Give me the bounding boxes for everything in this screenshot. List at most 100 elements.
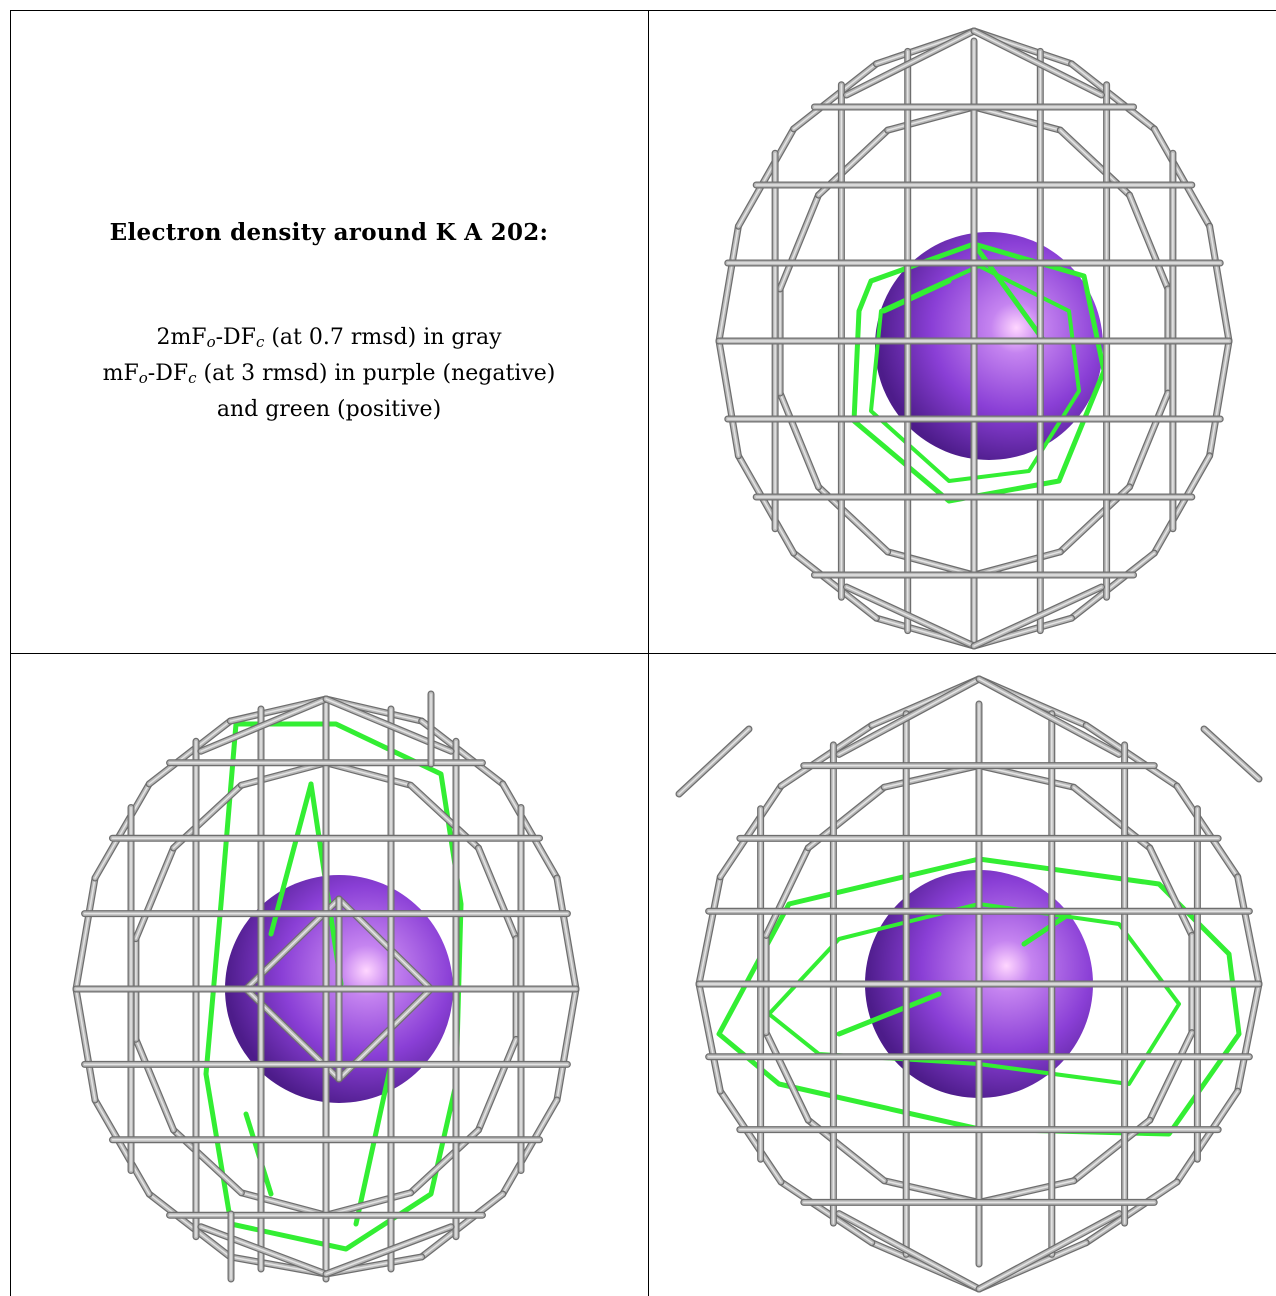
mesh-rod	[678, 728, 750, 795]
mesh-rod	[148, 1193, 232, 1258]
mesh-rod	[1176, 785, 1239, 878]
density-panel-side	[11, 654, 648, 1296]
mesh-rod	[477, 847, 517, 940]
mesh-rod	[502, 1099, 558, 1195]
legend-subscript: c	[255, 333, 265, 351]
mesh-rod	[973, 586, 1103, 647]
mesh-rod	[838, 1212, 980, 1290]
mesh-rod	[1236, 983, 1260, 1092]
mesh-rod	[845, 586, 975, 647]
mesh-rod	[200, 1226, 327, 1275]
mesh-rod	[240, 762, 327, 786]
caption-cell: Electron density around K A 202: 2mFo-DF…	[10, 10, 648, 653]
mesh-rod	[737, 128, 795, 227]
positive-density-contour	[1021, 911, 1072, 947]
legend-subscript: o	[138, 369, 148, 387]
table-border-middle	[10, 653, 1276, 654]
legend-subscript: c	[188, 369, 197, 387]
mesh-rod	[1149, 1031, 1193, 1121]
mesh-rod	[477, 1038, 517, 1131]
mesh-rod	[719, 785, 782, 878]
positive-density-contour	[203, 721, 464, 1252]
mesh-rod	[765, 1031, 809, 1121]
mesh-rod	[1208, 340, 1230, 457]
positive-density-contour	[268, 781, 314, 937]
mesh-rod	[1236, 876, 1260, 985]
legend-text: (at 0.7 rmsd) in gray	[264, 325, 502, 350]
mesh-rod	[75, 877, 96, 990]
mesh-rod	[737, 455, 795, 554]
mesh-rod	[1128, 194, 1169, 290]
mesh-rod	[973, 106, 1062, 131]
mesh-rod	[792, 63, 878, 130]
mesh-rod	[325, 1192, 412, 1216]
mesh-rod	[719, 1090, 782, 1183]
mesh-rod	[792, 552, 878, 619]
mesh-rod	[765, 847, 809, 937]
mesh-rod	[780, 1181, 873, 1244]
positive-density-contour	[353, 1061, 394, 1227]
mesh-rod	[718, 225, 740, 342]
density-render-front	[715, 27, 1233, 650]
mesh-rod	[135, 1038, 175, 1131]
mesh-rod	[1085, 1181, 1178, 1244]
mesh-rod	[779, 194, 820, 290]
mesh-rod	[883, 764, 980, 788]
legend-text: -DF	[147, 361, 189, 386]
mesh-rod	[718, 340, 740, 457]
mesh-rod	[240, 1192, 327, 1216]
mesh-rod	[420, 1193, 504, 1258]
mesh-rod	[1070, 552, 1156, 619]
mesh-rod	[886, 106, 975, 131]
mesh-rod	[556, 877, 577, 990]
mesh-rod	[698, 983, 722, 1092]
figure-table: Electron density around K A 202: 2mFo-DF…	[10, 10, 1276, 1296]
mesh-rod	[973, 30, 1103, 96]
legend-text: 2mF	[156, 325, 207, 350]
positive-density-contour	[881, 278, 952, 314]
density-render-top	[675, 675, 1263, 1293]
mesh-rod	[886, 551, 975, 576]
mesh-rod	[556, 988, 577, 1101]
mesh-rod	[779, 392, 820, 488]
mesh-rod	[94, 783, 150, 879]
mesh-rod	[1149, 847, 1193, 937]
figure-legend: 2mFo-DFc (at 0.7 rmsd) in gray mFo-DFc (…	[10, 322, 648, 425]
positive-density-contour	[836, 991, 942, 1037]
mesh-rod	[1085, 724, 1178, 787]
mesh-rod	[325, 762, 412, 786]
mesh-rod	[978, 1180, 1075, 1204]
mesh-rod	[1208, 225, 1230, 342]
mesh-rod	[845, 30, 975, 96]
mesh-rod	[325, 1226, 452, 1275]
table-border-left	[10, 10, 11, 1296]
mesh-rod	[978, 764, 1075, 788]
table-border-center	[648, 10, 649, 1296]
density-panel-top	[649, 654, 1276, 1296]
mesh-rod	[1153, 455, 1211, 554]
table-border-top	[10, 10, 1276, 11]
mesh-rod	[200, 698, 327, 752]
mesh-rod	[420, 720, 504, 785]
density-panel-front	[649, 11, 1276, 653]
legend-line-1: 2mFo-DFc (at 0.7 rmsd) in gray	[10, 322, 648, 358]
mesh-rod	[978, 1212, 1120, 1290]
mesh-rod	[1128, 392, 1169, 488]
mesh-rod	[698, 876, 722, 985]
density-render-side	[72, 690, 580, 1283]
mesh-rod	[1070, 63, 1156, 130]
mesh-rod	[978, 678, 1120, 756]
legend-subscript: o	[206, 333, 216, 351]
mesh-rod	[780, 724, 873, 787]
mesh-rod	[502, 783, 558, 879]
mesh-rod	[973, 551, 1062, 576]
legend-text: -DF	[215, 325, 256, 350]
mesh-rod	[883, 1180, 980, 1204]
mesh-rod	[1153, 128, 1211, 227]
mesh-rod	[135, 847, 175, 940]
legend-text: mF	[102, 361, 139, 386]
positive-density-contour	[851, 241, 1107, 504]
legend-line-3: and green (positive)	[216, 397, 442, 422]
mesh-rod	[94, 1099, 150, 1195]
mesh-rod	[1176, 1090, 1239, 1183]
